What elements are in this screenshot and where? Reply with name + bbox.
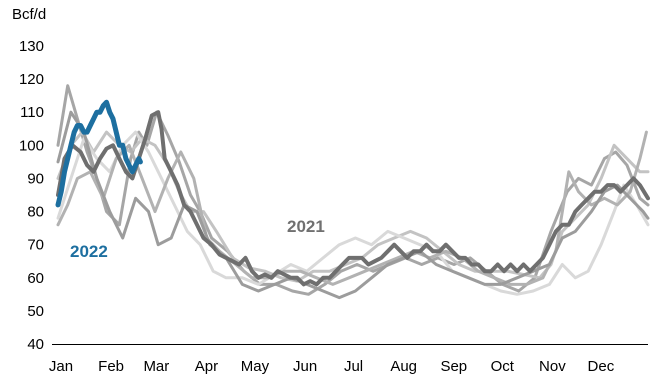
y-tick-label: 120 bbox=[19, 71, 44, 88]
series-line-3 bbox=[56, 130, 650, 296]
y-axis: 40 50 60 70 80 90 100 110 120 130 bbox=[19, 38, 44, 353]
series-line-2 bbox=[56, 130, 650, 283]
y-tick-label: 110 bbox=[20, 104, 44, 121]
y-axis-unit-label: Bcf/d bbox=[12, 6, 46, 23]
y-tick-label: 50 bbox=[27, 303, 44, 320]
x-tick-label: Mar bbox=[143, 358, 169, 375]
x-tick-label: Nov bbox=[539, 358, 566, 375]
series-layer bbox=[55, 84, 650, 300]
y-tick-label: 70 bbox=[27, 237, 44, 254]
y-tick-label: 90 bbox=[27, 170, 44, 187]
x-tick-label: Jul bbox=[344, 358, 363, 375]
x-tick-label: Dec bbox=[588, 358, 615, 375]
annotation-2022: 2022 bbox=[70, 242, 108, 261]
x-tick-label: Sep bbox=[440, 358, 467, 375]
x-tick-label: Jun bbox=[293, 358, 317, 375]
x-tick-label: Aug bbox=[390, 358, 417, 375]
annotation-2021: 2021 bbox=[287, 217, 325, 236]
y-tick-label: 80 bbox=[27, 204, 44, 221]
x-tick-label: Apr bbox=[195, 358, 218, 375]
y-tick-label: 130 bbox=[19, 38, 44, 55]
y-tick-label: 40 bbox=[27, 336, 44, 353]
y-tick-label: 100 bbox=[19, 137, 44, 154]
series-line-5 bbox=[56, 110, 650, 300]
series-line-7 bbox=[55, 99, 143, 208]
x-tick-label: Jan bbox=[49, 358, 73, 375]
series-line-6 bbox=[56, 110, 650, 287]
x-tick-label: Feb bbox=[98, 358, 124, 375]
series-line-4 bbox=[56, 130, 648, 286]
x-axis: Jan Feb Mar Apr May Jun Jul Aug Sep Oct Nov Dec bbox=[49, 344, 648, 375]
y-tick-label: 60 bbox=[27, 270, 44, 287]
x-tick-label: May bbox=[241, 358, 270, 375]
x-tick-label: Oct bbox=[491, 358, 515, 375]
